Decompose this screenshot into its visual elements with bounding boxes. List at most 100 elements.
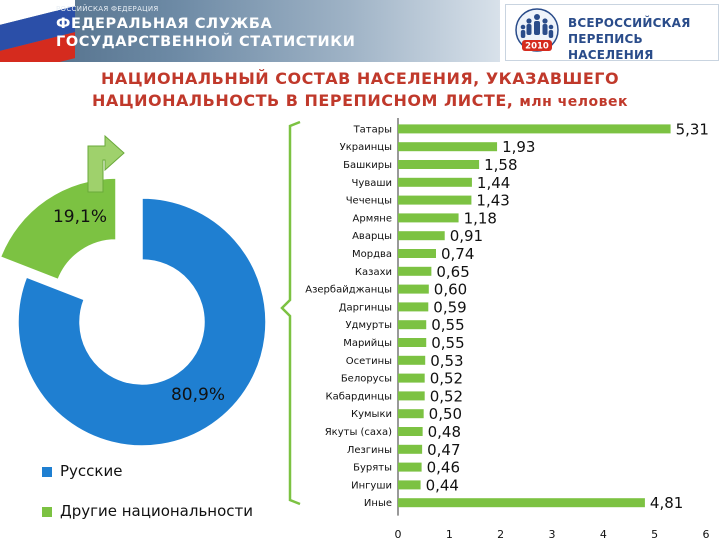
bar-category-label: Мордва [352, 249, 392, 260]
legend-label-others: Другие национальности [60, 502, 254, 520]
bar-value-label: 0,65 [436, 263, 469, 281]
census-emblem-icon: 2010 [515, 8, 559, 52]
bar-value-label: 0,91 [450, 227, 483, 245]
bar [398, 409, 424, 419]
x-tick-label: 3 [549, 528, 556, 540]
bar-category-label: Армяне [353, 213, 392, 224]
rosstat-banner: РОССИЙСКАЯ ФЕДЕРАЦИЯ ФЕДЕРАЛЬНАЯ СЛУЖБА … [0, 0, 500, 62]
bar-value-label: 1,58 [484, 156, 517, 174]
bar [398, 391, 425, 401]
legend-swatch-russians [42, 466, 52, 477]
bar [398, 142, 498, 152]
donut-label-russians: 80,9% [171, 385, 225, 405]
legend-swatch-others [42, 506, 52, 517]
bar [398, 462, 422, 472]
bar [398, 231, 445, 241]
header-agency-line2: ГОСУДАРСТВЕННОЙ СТАТИСТИКИ [56, 34, 356, 50]
bar-category-label: Белорусы [341, 374, 392, 385]
bar-value-label: 0,59 [433, 298, 466, 316]
census-logo-line1: ВСЕРОССИЙСКАЯ [568, 16, 691, 30]
bar-category-label: Удмурты [345, 320, 392, 331]
slide-title-line1: НАЦИОНАЛЬНЫЙ СОСТАВ НАСЕЛЕНИЯ, УКАЗАВШЕГ… [100, 69, 620, 88]
bar [398, 213, 459, 223]
bar [398, 498, 645, 508]
bar-category-label: Осетины [346, 356, 392, 367]
header-agency-line1: ФЕДЕРАЛЬНАЯ СЛУЖБА [56, 16, 273, 32]
bar-value-label: 0,55 [431, 334, 464, 352]
bar-category-label: Марийцы [343, 338, 392, 349]
bar-value-label: 0,46 [427, 459, 460, 477]
bar-category-label: Ингуши [351, 480, 392, 491]
bar-category-label: Чеченцы [346, 196, 392, 207]
bar-category-label: Кумыки [351, 409, 392, 420]
bar-value-label: 0,53 [430, 352, 463, 370]
x-tick-label: 4 [600, 528, 607, 540]
bar [398, 427, 423, 436]
slide-title-unit: млн человек [519, 94, 629, 110]
bar-value-label: 1,18 [464, 209, 497, 227]
bar-value-label: 0,60 [434, 281, 467, 299]
bar-value-label: 1,44 [477, 174, 510, 192]
bar [398, 302, 429, 312]
donut-chart: 80,9% 19,1% [0, 120, 301, 506]
donut-slice-others [0, 177, 117, 281]
bar-value-label: 0,52 [430, 387, 463, 405]
bar-category-label: Азербайджанцы [305, 285, 392, 296]
bar-category-label: Казахи [355, 267, 392, 278]
bar [398, 284, 429, 294]
header-country: РОССИЙСКАЯ ФЕДЕРАЦИЯ [56, 5, 159, 13]
bar-category-label: Татары [353, 124, 392, 135]
bar [398, 355, 426, 365]
bar-value-label: 0,47 [427, 441, 460, 459]
census-year: 2010 [525, 42, 549, 52]
bar-category-label: Иные [364, 498, 392, 509]
x-tick-label: 5 [651, 528, 658, 540]
header-banner: РОССИЙСКАЯ ФЕДЕРАЦИЯ ФЕДЕРАЛЬНАЯ СЛУЖБА … [0, 0, 720, 65]
bar [398, 373, 425, 383]
legend-item-russians: Русские [42, 462, 282, 480]
bar [398, 249, 436, 258]
x-tick-label: 0 [395, 528, 402, 540]
census-logo-text: ВСЕРОССИЙСКАЯ ПЕРЕПИСЬ НАСЕЛЕНИЯ [568, 15, 718, 63]
bar-category-label: Кабардинцы [325, 391, 392, 402]
bar [398, 124, 671, 134]
bar-category-label: Даргинцы [339, 302, 392, 313]
header-agency: ФЕДЕРАЛЬНАЯ СЛУЖБА ГОСУДАРСТВЕННОЙ СТАТИ… [56, 15, 355, 51]
bar [398, 480, 421, 490]
bar-value-label: 0,50 [429, 405, 462, 423]
bar-value-label: 1,93 [502, 138, 535, 156]
bar [398, 444, 423, 454]
bracket-icon [280, 120, 301, 506]
bar-value-label: 0,55 [431, 316, 464, 334]
bar-value-label: 0,74 [441, 245, 474, 263]
bar [398, 160, 480, 169]
legend-item-others: Другие национальности [42, 502, 282, 520]
bar-value-label: 0,52 [430, 370, 463, 388]
bar [398, 320, 427, 330]
x-tick-label: 1 [446, 528, 453, 540]
census-logo-line2: ПЕРЕПИСЬ НАСЕЛЕНИЯ [568, 32, 654, 62]
legend-label-russians: Русские [60, 462, 123, 480]
bar-chart: Татары 5,31 Украинцы 1,93 Башкиры 1,58 Чуваши 1… [305, 118, 710, 540]
bar-category-label: Буряты [353, 463, 392, 474]
slide-title-line2: НАЦИОНАЛЬНОСТЬ В ПЕРЕПИСНОМ ЛИСТЕ, [91, 91, 514, 110]
bar [398, 195, 472, 205]
callout-arrow-icon [87, 134, 125, 193]
census-logo: 2010 ВСЕРОССИЙСКАЯ ПЕРЕПИСЬ НАСЕЛЕНИЯ [505, 4, 719, 63]
bar-value-label: 0,48 [428, 423, 461, 441]
bar-value-label: 5,31 [676, 120, 709, 138]
donut-label-others: 19,1% [53, 207, 107, 227]
bar-category-label: Якуты (саха) [325, 427, 392, 438]
bar-category-label: Башкиры [343, 160, 392, 171]
bar-value-label: 1,43 [476, 192, 509, 210]
bar-value-label: 0,44 [426, 476, 459, 494]
bar [398, 266, 432, 276]
bar [398, 338, 427, 347]
donut-slice-russians [17, 197, 267, 447]
bar-category-label: Чуваши [352, 178, 392, 189]
x-tick-label: 6 [703, 528, 710, 540]
slide-title: НАЦИОНАЛЬНЫЙ СОСТАВ НАСЕЛЕНИЯ, УКАЗАВШЕГ… [0, 68, 720, 113]
bar-value-label: 4,81 [650, 494, 683, 512]
x-tick-label: 2 [497, 528, 504, 540]
